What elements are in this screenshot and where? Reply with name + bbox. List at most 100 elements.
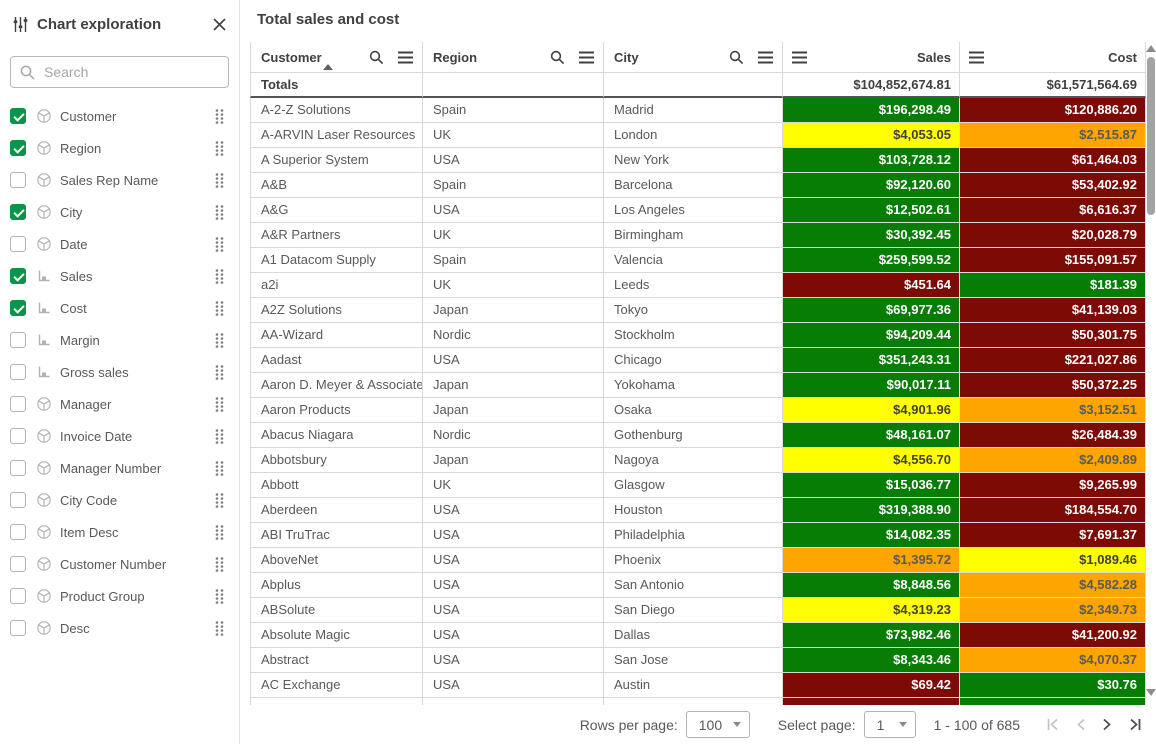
cost-cell[interactable]: $50,372.25 (960, 373, 1146, 398)
customer-cell[interactable]: Absolute Magic (250, 623, 423, 648)
field-checkbox[interactable] (10, 524, 26, 540)
cost-cell[interactable]: $9,265.99 (960, 473, 1146, 498)
region-cell[interactable]: USA (423, 673, 604, 698)
customer-cell[interactable]: Abbott (250, 473, 423, 498)
sales-cell[interactable]: $14,082.35 (783, 523, 960, 548)
field-checkbox[interactable] (10, 204, 26, 220)
table-row[interactable]: A&G USA Los Angeles $12,502.61 $6,616.37 (250, 198, 1146, 223)
table-row[interactable]: Aaron D. Meyer & Associates Japan Yokoha… (250, 373, 1146, 398)
sales-cell[interactable]: $259,599.52 (783, 248, 960, 273)
region-cell[interactable]: Japan (423, 298, 604, 323)
region-cell[interactable]: USA (423, 148, 604, 173)
drag-handle-icon[interactable] (214, 236, 225, 253)
column-menu-icon[interactable] (397, 51, 414, 64)
cost-cell[interactable]: $184,554.70 (960, 498, 1146, 523)
customer-cell[interactable]: ABI TruTrac (250, 523, 423, 548)
region-cell[interactable]: USA (423, 348, 604, 373)
cost-cell[interactable]: $1,089.46 (960, 548, 1146, 573)
field-list-item[interactable]: City (0, 196, 239, 228)
sales-cell[interactable]: $69,977.36 (783, 298, 960, 323)
city-cell[interactable]: Dallas (604, 623, 783, 648)
column-menu-icon[interactable] (791, 51, 808, 64)
field-list-item[interactable]: Sales (0, 260, 239, 292)
city-cell[interactable]: Tokyo (604, 298, 783, 323)
drag-handle-icon[interactable] (214, 108, 225, 125)
cost-cell[interactable]: $41,139.03 (960, 298, 1146, 323)
customer-cell[interactable]: A&B (250, 173, 423, 198)
customer-cell[interactable]: Aaron D. Meyer & Associates (250, 373, 423, 398)
city-cell[interactable]: Valencia (604, 248, 783, 273)
table-row[interactable]: Aberdeen USA Houston $319,388.90 $184,55… (250, 498, 1146, 523)
cost-cell[interactable]: $53,402.92 (960, 173, 1146, 198)
field-checkbox[interactable] (10, 492, 26, 508)
table-row[interactable]: A-ARVIN Laser Resources UK London $4,053… (250, 123, 1146, 148)
field-list-item[interactable]: Cost (0, 292, 239, 324)
region-cell[interactable]: USA (423, 523, 604, 548)
table-row[interactable]: A Superior System USA New York $103,728.… (250, 148, 1146, 173)
field-checkbox[interactable] (10, 364, 26, 380)
field-checkbox[interactable] (10, 300, 26, 316)
region-cell[interactable]: USA (423, 648, 604, 673)
sales-cell[interactable]: $1,395.72 (783, 548, 960, 573)
field-list-item[interactable]: Customer Number (0, 548, 239, 580)
drag-handle-icon[interactable] (214, 332, 225, 349)
column-header-region[interactable]: Region (423, 42, 604, 73)
region-cell[interactable]: USA (423, 573, 604, 598)
customer-cell[interactable]: ABSolute (250, 598, 423, 623)
last-page-icon[interactable] (1128, 718, 1142, 731)
field-checkbox[interactable] (10, 108, 26, 124)
customer-cell[interactable]: A1 Datacom Supply (250, 248, 423, 273)
field-list-item[interactable]: City Code (0, 484, 239, 516)
customer-cell[interactable]: Abplus (250, 573, 423, 598)
cost-cell[interactable]: $2,409.89 (960, 448, 1146, 473)
field-list-item[interactable]: Manager (0, 388, 239, 420)
cost-cell[interactable]: $2,515.87 (960, 123, 1146, 148)
table-row[interactable]: Abstract USA San Jose $8,343.46 $4,070.3… (250, 648, 1146, 673)
scrollbar-thumb[interactable] (1147, 57, 1155, 215)
region-cell[interactable]: Japan (423, 398, 604, 423)
search-icon[interactable] (368, 49, 385, 66)
field-checkbox[interactable] (10, 556, 26, 572)
field-list-item[interactable]: Customer (0, 100, 239, 132)
field-checkbox[interactable] (10, 428, 26, 444)
region-cell[interactable]: UK (423, 273, 604, 298)
table-row[interactable]: Abacus Niagara Nordic Gothenburg $48,161… (250, 423, 1146, 448)
region-cell[interactable]: UK (423, 473, 604, 498)
city-cell[interactable]: San Diego (604, 598, 783, 623)
region-cell[interactable]: USA (423, 548, 604, 573)
field-list-item[interactable]: Product Group (0, 580, 239, 612)
customer-cell[interactable]: a2i (250, 273, 423, 298)
table-row[interactable]: Abbott UK Glasgow $15,036.77 $9,265.99 (250, 473, 1146, 498)
customer-cell[interactable]: AboveNet (250, 548, 423, 573)
city-cell[interactable]: Birmingham (604, 223, 783, 248)
sales-cell[interactable]: $8,848.56 (783, 573, 960, 598)
cost-cell[interactable]: $20,028.79 (960, 223, 1146, 248)
table-row[interactable]: Abplus USA San Antonio $8,848.56 $4,582.… (250, 573, 1146, 598)
previous-page-icon[interactable] (1076, 718, 1086, 731)
cost-cell[interactable]: $4,070.37 (960, 648, 1146, 673)
sales-cell[interactable]: $48,161.07 (783, 423, 960, 448)
table-row[interactable]: A2Z Solutions Japan Tokyo $69,977.36 $41… (250, 298, 1146, 323)
city-cell[interactable]: Chicago (604, 348, 783, 373)
table-row[interactable]: A1 Datacom Supply Spain Valencia $259,59… (250, 248, 1146, 273)
search-icon[interactable] (728, 49, 745, 66)
customer-cell[interactable]: Abbotsbury (250, 448, 423, 473)
field-list-item[interactable]: Region (0, 132, 239, 164)
region-cell[interactable]: Japan (423, 373, 604, 398)
sales-cell[interactable]: $12,502.61 (783, 198, 960, 223)
drag-handle-icon[interactable] (214, 268, 225, 285)
sales-cell[interactable]: $4,319.23 (783, 598, 960, 623)
customer-cell[interactable]: Aadast (250, 348, 423, 373)
sales-cell[interactable]: $319,388.90 (783, 498, 960, 523)
customer-cell[interactable]: AA-Wizard (250, 323, 423, 348)
cost-cell[interactable]: $4,582.28 (960, 573, 1146, 598)
sales-cell[interactable]: $4,053.05 (783, 123, 960, 148)
cost-cell[interactable]: $30.76 (960, 673, 1146, 698)
sales-cell[interactable]: $8,343.46 (783, 648, 960, 673)
table-row[interactable]: AC Exchange USA Austin $69.42 $30.76 (250, 673, 1146, 698)
table-row[interactable]: A&R Partners UK Birmingham $30,392.45 $2… (250, 223, 1146, 248)
rows-per-page-select[interactable]: 100 (685, 711, 750, 738)
cost-cell[interactable]: $6,616.37 (960, 198, 1146, 223)
field-checkbox[interactable] (10, 172, 26, 188)
column-header-sales[interactable]: Sales (783, 42, 960, 73)
